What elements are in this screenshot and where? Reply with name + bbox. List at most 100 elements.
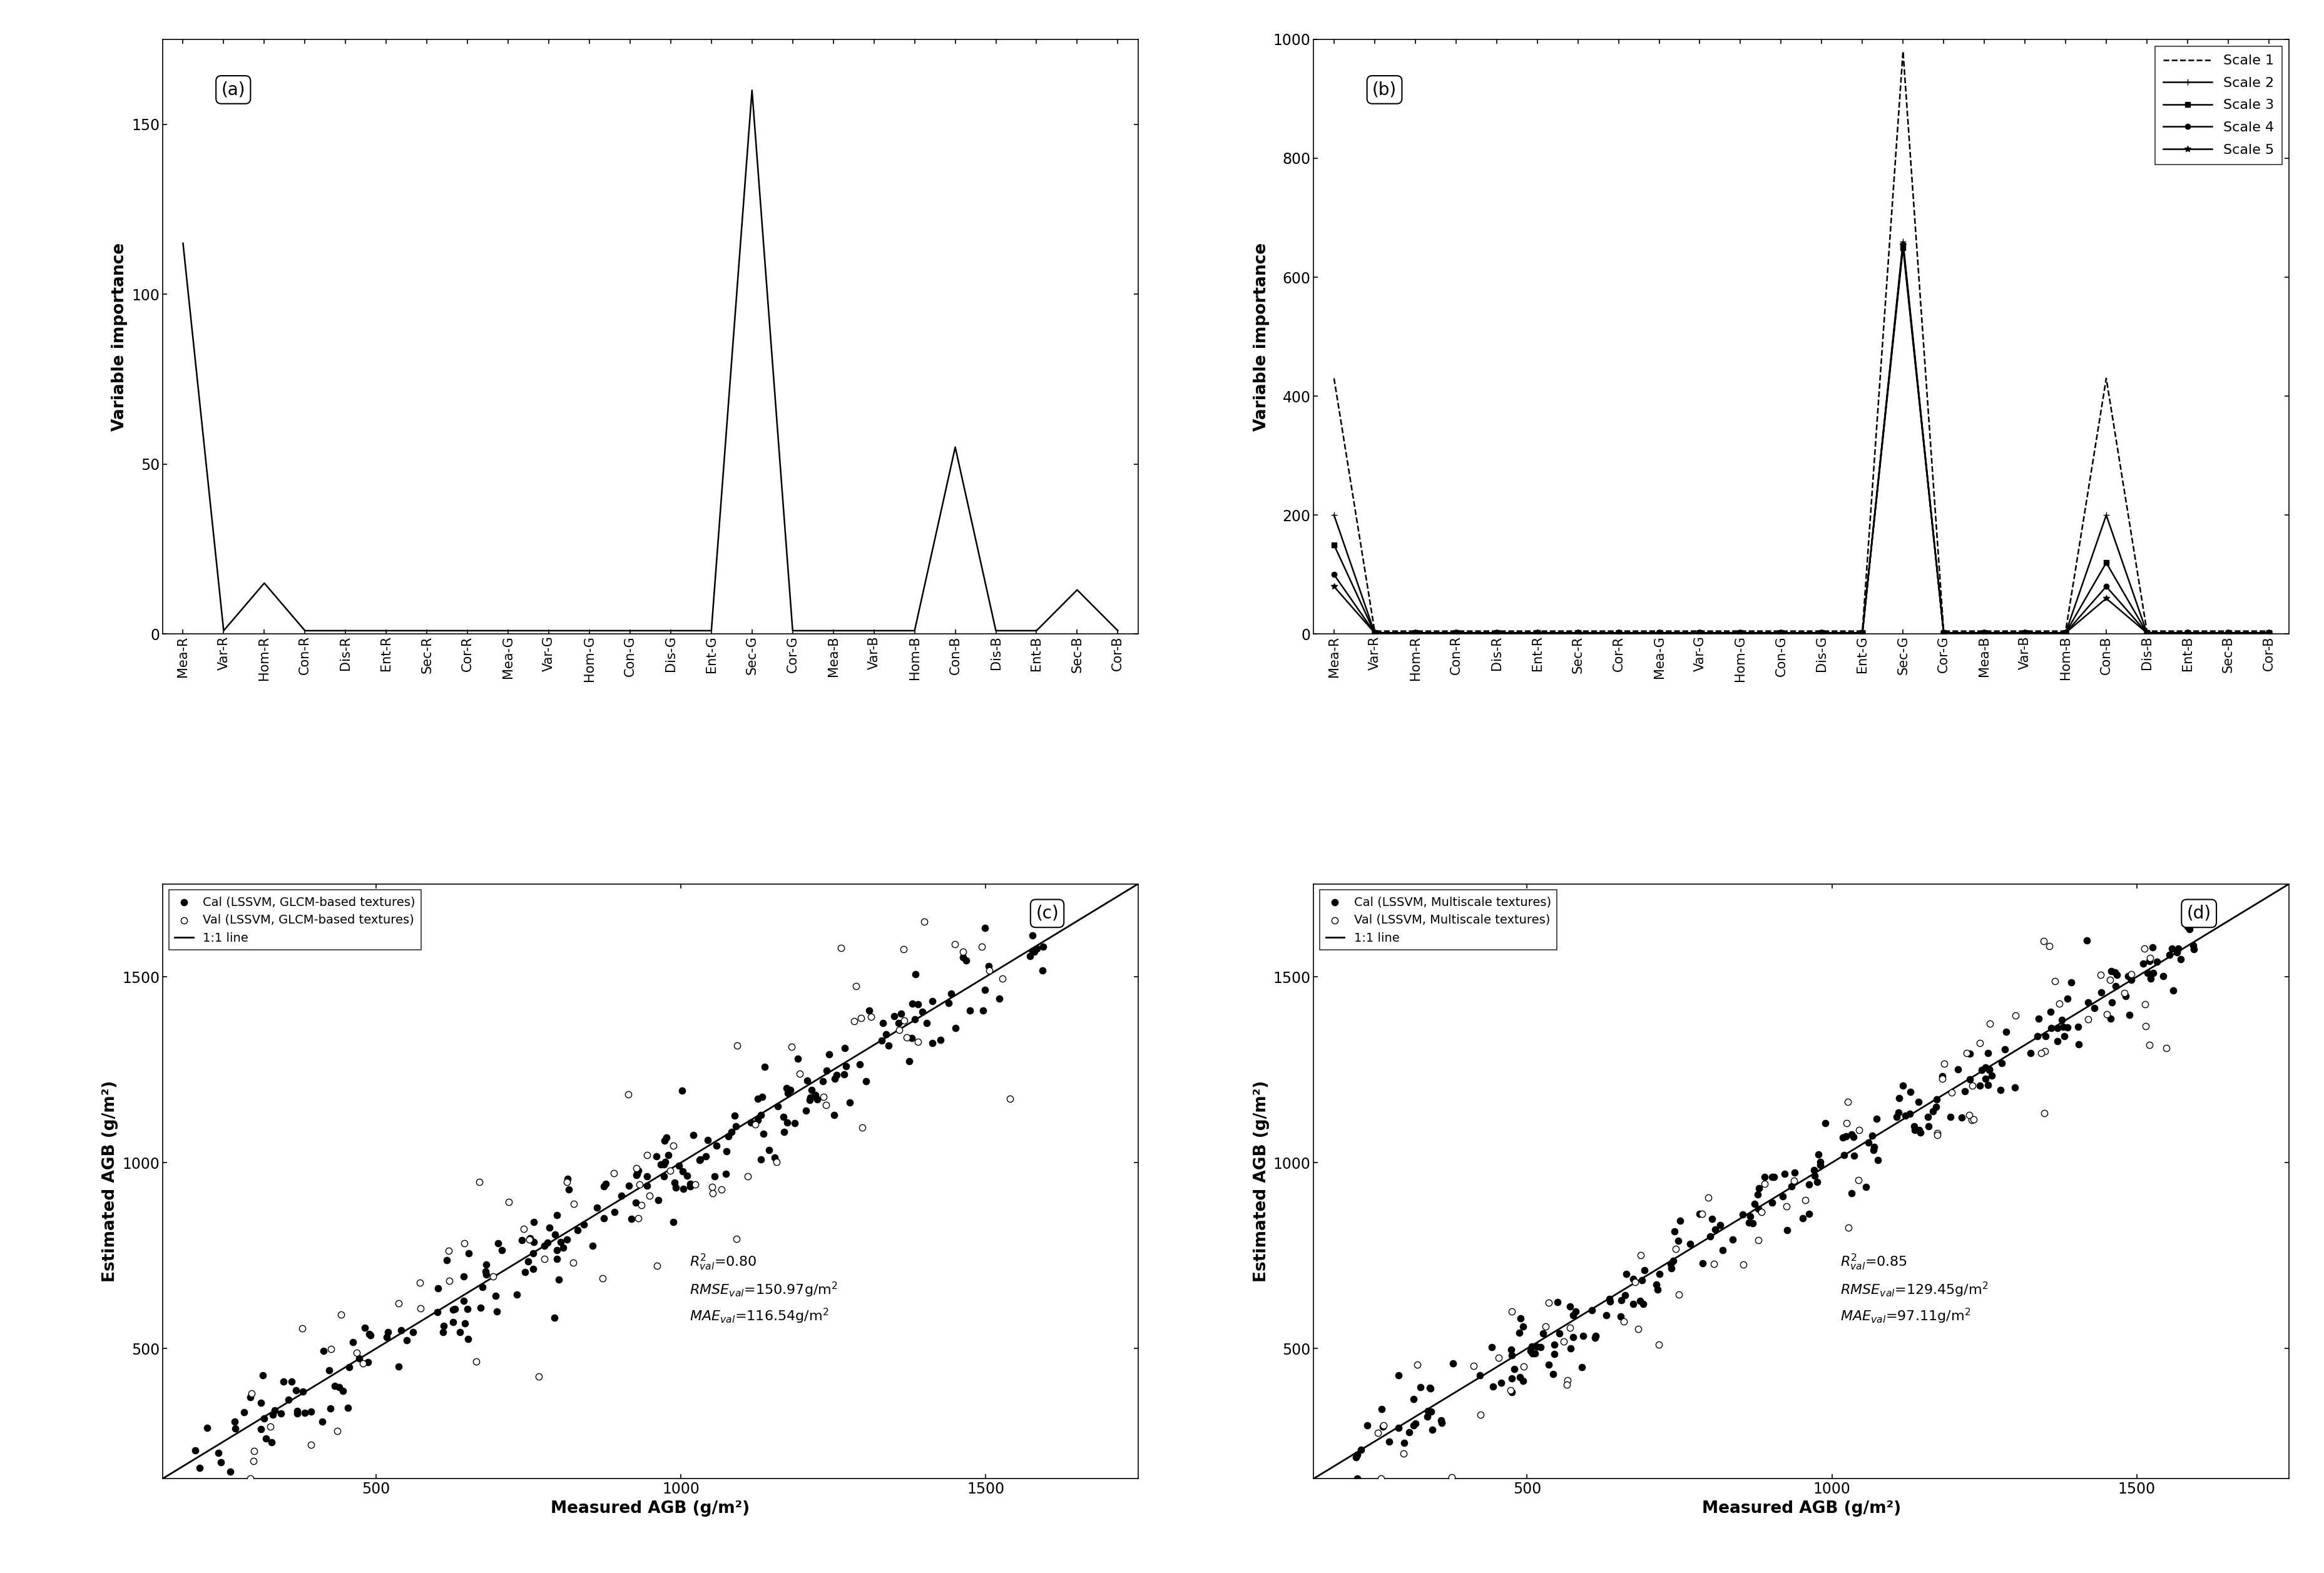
Val (LSSVM, GLCM-based textures) <box>621 1172 658 1197</box>
Scale 4 <box>1483 623 1511 642</box>
Cal (LSSVM, Multiscale textures) <box>1785 1206 1822 1232</box>
Cal (LSSVM, Multiscale textures) <box>1952 1041 1989 1066</box>
Scale 2 <box>1441 623 1469 642</box>
Cal (LSSVM, GLCM-based textures) <box>932 982 969 1007</box>
Val (LSSVM, GLCM-based textures) <box>888 1024 925 1049</box>
Cal (LSSVM, Multiscale textures) <box>1555 1324 1592 1350</box>
Cal (LSSVM, GLCM-based textures) <box>225 1400 263 1425</box>
Scale 4 <box>2133 623 2161 642</box>
Scale 5 <box>2173 623 2201 642</box>
Val (LSSVM, Multiscale textures) <box>1690 1184 1727 1210</box>
Cal (LSSVM, GLCM-based textures) <box>548 1166 586 1191</box>
Val (LSSVM, GLCM-based textures) <box>781 1062 818 1087</box>
Val (LSSVM, GLCM-based textures) <box>458 1348 495 1373</box>
Scale 4 <box>1808 623 1836 642</box>
Cal (LSSVM, Multiscale textures) <box>1966 1054 2003 1079</box>
Cal (LSSVM, GLCM-based textures) <box>202 1449 239 1474</box>
Cal (LSSVM, GLCM-based textures) <box>655 1170 693 1195</box>
Cal (LSSVM, Multiscale textures) <box>1513 1339 1550 1364</box>
Cal (LSSVM, Multiscale textures) <box>2175 933 2212 958</box>
Cal (LSSVM, GLCM-based textures) <box>690 1128 727 1153</box>
Text: (b): (b) <box>1371 80 1397 99</box>
Cal (LSSVM, GLCM-based textures) <box>948 949 985 974</box>
Val (LSSVM, GLCM-based textures) <box>844 1115 881 1140</box>
Cal (LSSVM, Multiscale textures) <box>1529 1351 1566 1376</box>
Cal (LSSVM, GLCM-based textures) <box>476 1284 514 1309</box>
Scale 4 <box>2092 577 2119 596</box>
Cal (LSSVM, GLCM-based textures) <box>618 1191 655 1216</box>
Val (LSSVM, GLCM-based textures) <box>971 958 1009 983</box>
Cal (LSSVM, Multiscale textures) <box>1834 1180 1871 1205</box>
Cal (LSSVM, Multiscale textures) <box>1662 1208 1699 1233</box>
Cal (LSSVM, Multiscale textures) <box>1501 1306 1538 1331</box>
Val (LSSVM, Multiscale textures) <box>1920 1123 1957 1148</box>
Cal (LSSVM, GLCM-based textures) <box>614 1206 651 1232</box>
Cal (LSSVM, Multiscale textures) <box>1557 1299 1594 1324</box>
Cal (LSSVM, Multiscale textures) <box>1624 1268 1662 1293</box>
Cal (LSSVM, GLCM-based textures) <box>804 1068 841 1093</box>
Cal (LSSVM, GLCM-based textures) <box>330 1354 367 1380</box>
Cal (LSSVM, Multiscale textures) <box>1801 1142 1838 1167</box>
Val (LSSVM, GLCM-based textures) <box>504 1216 541 1241</box>
Cal (LSSVM, GLCM-based textures) <box>242 1391 279 1416</box>
Val (LSSVM, GLCM-based textures) <box>284 1315 321 1340</box>
Cal (LSSVM, Multiscale textures) <box>1380 1362 1418 1387</box>
Cal (LSSVM, Multiscale textures) <box>1850 1129 1887 1155</box>
Cal (LSSVM, Multiscale textures) <box>1606 1282 1643 1307</box>
Cal (LSSVM, Multiscale textures) <box>1390 1419 1427 1444</box>
Cal (LSSVM, GLCM-based textures) <box>765 1104 802 1129</box>
Scale 3 <box>1929 623 1957 642</box>
Cal (LSSVM, Multiscale textures) <box>1492 1342 1529 1367</box>
Cal (LSSVM, Multiscale textures) <box>2175 936 2212 961</box>
Scale 1 <box>1320 370 1348 389</box>
Cal (LSSVM, Multiscale textures) <box>1924 1063 1961 1089</box>
Val (LSSVM, GLCM-based textures) <box>318 1419 356 1444</box>
Cal (LSSVM, Multiscale textures) <box>1892 1101 1929 1126</box>
Cal (LSSVM, Multiscale textures) <box>1615 1291 1652 1317</box>
Line: Scale 3: Scale 3 <box>1332 245 2271 635</box>
Cal (LSSVM, Multiscale textures) <box>2124 952 2161 977</box>
Cal (LSSVM, Multiscale textures) <box>1434 1351 1471 1376</box>
Cal (LSSVM, GLCM-based textures) <box>639 1188 676 1213</box>
Val (LSSVM, Multiscale textures) <box>2089 1002 2126 1027</box>
Cal (LSSVM, GLCM-based textures) <box>621 1158 658 1183</box>
Cal (LSSVM, Multiscale textures) <box>1755 1164 1792 1189</box>
Val (LSSVM, GLCM-based textures) <box>718 1227 755 1252</box>
Cal (LSSVM, Multiscale textures) <box>1573 1298 1611 1323</box>
Cal (LSSVM, Multiscale textures) <box>1513 1340 1550 1365</box>
Cal (LSSVM, GLCM-based textures) <box>449 1296 486 1321</box>
Cal (LSSVM, Multiscale textures) <box>1362 1397 1399 1422</box>
Scale 5 <box>2052 623 2080 642</box>
Cal (LSSVM, Multiscale textures) <box>2013 1040 2050 1065</box>
Cal (LSSVM, Multiscale textures) <box>1371 1428 1408 1453</box>
Cal (LSSVM, Multiscale textures) <box>1590 1287 1627 1312</box>
Val (LSSVM, GLCM-based textures) <box>232 1466 270 1491</box>
Val (LSSVM, Multiscale textures) <box>2022 1040 2059 1065</box>
Scale 3 <box>1848 623 1875 642</box>
Cal (LSSVM, GLCM-based textures) <box>744 1084 781 1109</box>
Scale 5 <box>1441 623 1469 642</box>
Cal (LSSVM, GLCM-based textures) <box>446 1310 483 1335</box>
Val (LSSVM, Multiscale textures) <box>2113 961 2150 986</box>
Val (LSSVM, GLCM-based textures) <box>885 1008 923 1033</box>
Cal (LSSVM, GLCM-based textures) <box>211 1460 249 1485</box>
Cal (LSSVM, Multiscale textures) <box>1462 1362 1499 1387</box>
Cal (LSSVM, Multiscale textures) <box>2020 1007 2057 1032</box>
Val (LSSVM, GLCM-based textures) <box>651 1158 688 1183</box>
Val (LSSVM, GLCM-based textures) <box>232 1381 270 1406</box>
Val (LSSVM, GLCM-based textures) <box>595 1161 632 1186</box>
Cal (LSSVM, GLCM-based textures) <box>1016 939 1053 964</box>
Val (LSSVM, GLCM-based textures) <box>609 1082 646 1107</box>
Scale 4 <box>1522 623 1550 642</box>
Cal (LSSVM, GLCM-based textures) <box>511 1225 548 1251</box>
Cal (LSSVM, Multiscale textures) <box>1968 1073 2006 1098</box>
Cal (LSSVM, GLCM-based textures) <box>967 915 1004 941</box>
Val (LSSVM, GLCM-based textures) <box>555 1191 593 1216</box>
Cal (LSSVM, GLCM-based textures) <box>537 1222 574 1247</box>
Cal (LSSVM, Multiscale textures) <box>1339 1444 1376 1469</box>
Cal (LSSVM, Multiscale textures) <box>1917 1087 1954 1112</box>
Cal (LSSVM, Multiscale textures) <box>2034 1015 2071 1040</box>
Cal (LSSVM, Multiscale textures) <box>1855 1137 1892 1162</box>
Cal (LSSVM, GLCM-based textures) <box>672 1172 709 1197</box>
Cal (LSSVM, Multiscale textures) <box>1896 1114 1934 1139</box>
